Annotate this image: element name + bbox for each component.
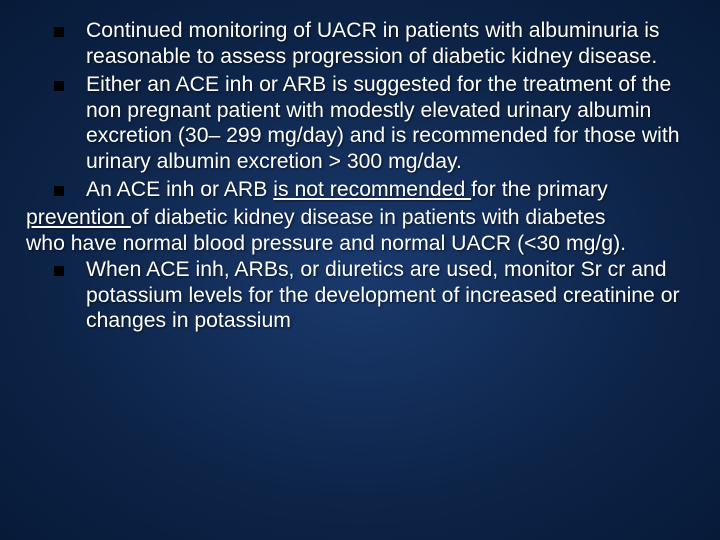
bullet-text: An ACE inh or ARB is not recommended for… (86, 177, 608, 203)
slide-content: Continued monitoring of UACR in patients… (26, 18, 694, 334)
bullet-text: Continued monitoring of UACR in patients… (86, 18, 694, 70)
text-segment: An ACE inh or ARB (86, 178, 273, 201)
continuation-text: prevention of diabetic kidney disease in… (26, 205, 694, 231)
text-segment: for the primary (471, 178, 608, 201)
underlined-text: is not recommended (273, 178, 471, 201)
bullet-text: When ACE inh, ARBs, or diuretics are use… (86, 257, 694, 335)
text-segment: of diabetic kidney disease in patients w… (131, 206, 606, 229)
underlined-text: prevention (26, 206, 131, 229)
square-bullet-icon (54, 81, 64, 91)
bullet-item: Either an ACE inh or ARB is suggested fo… (26, 72, 694, 175)
bullet-item: Continued monitoring of UACR in patients… (26, 18, 694, 70)
square-bullet-icon (54, 266, 64, 276)
bullet-item: An ACE inh or ARB is not recommended for… (26, 177, 694, 203)
square-bullet-icon (54, 27, 64, 37)
bullet-item: When ACE inh, ARBs, or diuretics are use… (26, 257, 694, 335)
square-bullet-icon (54, 186, 64, 196)
continuation-text: who have normal blood pressure and norma… (26, 231, 694, 257)
bullet-text: Either an ACE inh or ARB is suggested fo… (86, 72, 694, 175)
